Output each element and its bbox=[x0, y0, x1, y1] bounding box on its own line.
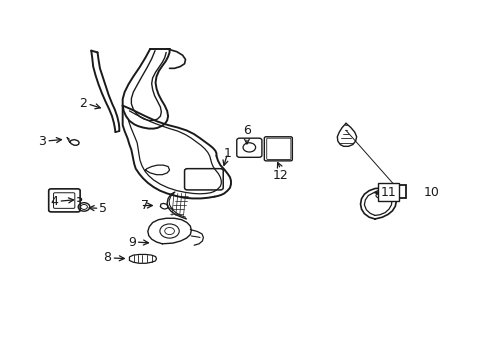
Text: 6: 6 bbox=[243, 125, 250, 138]
Text: 2: 2 bbox=[80, 97, 87, 110]
Bar bbox=[382, 185, 405, 198]
Text: 9: 9 bbox=[127, 235, 136, 248]
Text: 10: 10 bbox=[423, 186, 438, 199]
Text: 7: 7 bbox=[140, 199, 148, 212]
Text: 1: 1 bbox=[223, 147, 231, 160]
Text: 3: 3 bbox=[39, 135, 46, 148]
Text: 8: 8 bbox=[103, 252, 111, 265]
Text: 4: 4 bbox=[50, 195, 58, 208]
Text: 5: 5 bbox=[99, 202, 107, 215]
Text: 12: 12 bbox=[272, 169, 288, 183]
Text: 11: 11 bbox=[380, 186, 396, 199]
